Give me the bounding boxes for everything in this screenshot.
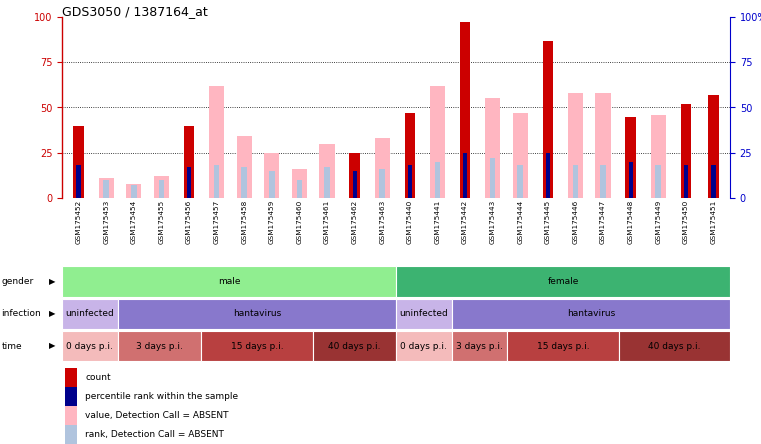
Bar [629, 162, 632, 198]
Bar [65, 425, 78, 444]
Bar [99, 178, 113, 198]
Text: ▶: ▶ [49, 309, 56, 318]
Text: uninfected: uninfected [65, 309, 114, 318]
Bar [430, 86, 445, 198]
Bar [118, 331, 201, 361]
Bar [452, 331, 508, 361]
Bar [546, 153, 550, 198]
Bar [77, 166, 81, 198]
Bar [291, 169, 307, 198]
Bar [460, 23, 470, 198]
Bar [408, 166, 412, 198]
Bar [349, 153, 360, 198]
Bar [65, 369, 78, 387]
Text: 0 days p.i.: 0 days p.i. [400, 341, 447, 350]
Bar [73, 126, 84, 198]
Text: gender: gender [2, 277, 33, 286]
Bar [684, 166, 688, 198]
Bar [214, 166, 219, 198]
Bar [517, 166, 523, 198]
Text: value, Detection Call = ABSENT: value, Detection Call = ABSENT [85, 411, 229, 420]
Bar [396, 299, 452, 329]
Text: hantavirus: hantavirus [567, 309, 615, 318]
Bar [241, 167, 247, 198]
Bar [513, 113, 528, 198]
Bar [626, 117, 636, 198]
Bar [600, 166, 606, 198]
Bar [619, 331, 730, 361]
Bar [264, 153, 279, 198]
Text: 3 days p.i.: 3 days p.i. [136, 341, 183, 350]
Bar [352, 171, 357, 198]
Bar [313, 331, 396, 361]
Bar [380, 169, 385, 198]
Bar [435, 162, 440, 198]
Text: GDS3050 / 1387164_at: GDS3050 / 1387164_at [62, 5, 208, 18]
Bar [118, 299, 396, 329]
Text: 40 days p.i.: 40 days p.i. [328, 341, 380, 350]
Bar [573, 166, 578, 198]
Text: time: time [2, 341, 22, 350]
Bar [131, 185, 136, 198]
Text: 0 days p.i.: 0 days p.i. [66, 341, 113, 350]
Bar [396, 331, 452, 361]
Text: 15 days p.i.: 15 days p.i. [537, 341, 589, 350]
Bar [595, 93, 610, 198]
Bar [463, 153, 467, 198]
Bar [324, 167, 330, 198]
Bar [158, 180, 164, 198]
Bar [490, 158, 495, 198]
Bar [508, 331, 619, 361]
Text: hantavirus: hantavirus [233, 309, 281, 318]
Bar [680, 104, 691, 198]
Bar [62, 331, 118, 361]
Bar [485, 99, 500, 198]
Bar [209, 86, 224, 198]
Bar [126, 183, 142, 198]
Text: 3 days p.i.: 3 days p.i. [456, 341, 503, 350]
Text: count: count [85, 373, 111, 382]
Text: percentile rank within the sample: percentile rank within the sample [85, 392, 238, 401]
Bar [452, 299, 730, 329]
Text: uninfected: uninfected [400, 309, 448, 318]
Bar [297, 180, 302, 198]
Bar [187, 167, 191, 198]
Bar [396, 266, 730, 297]
Bar [543, 40, 553, 198]
Bar [154, 176, 169, 198]
Bar [237, 136, 252, 198]
Text: ▶: ▶ [49, 341, 56, 350]
Bar [655, 166, 661, 198]
Bar [320, 144, 335, 198]
Bar [712, 166, 715, 198]
Bar [62, 299, 118, 329]
Bar [65, 387, 78, 406]
Bar [651, 115, 666, 198]
Text: male: male [218, 277, 240, 286]
Bar [65, 406, 78, 424]
Bar [269, 171, 275, 198]
Bar [201, 331, 313, 361]
Bar [62, 266, 396, 297]
Text: 40 days p.i.: 40 days p.i. [648, 341, 701, 350]
Text: female: female [547, 277, 578, 286]
Bar [183, 126, 194, 198]
Bar [708, 95, 718, 198]
Text: infection: infection [2, 309, 41, 318]
Bar [405, 113, 415, 198]
Bar [374, 138, 390, 198]
Bar [568, 93, 583, 198]
Bar [103, 180, 109, 198]
Text: 15 days p.i.: 15 days p.i. [231, 341, 283, 350]
Text: ▶: ▶ [49, 277, 56, 286]
Text: rank, Detection Call = ABSENT: rank, Detection Call = ABSENT [85, 430, 224, 439]
